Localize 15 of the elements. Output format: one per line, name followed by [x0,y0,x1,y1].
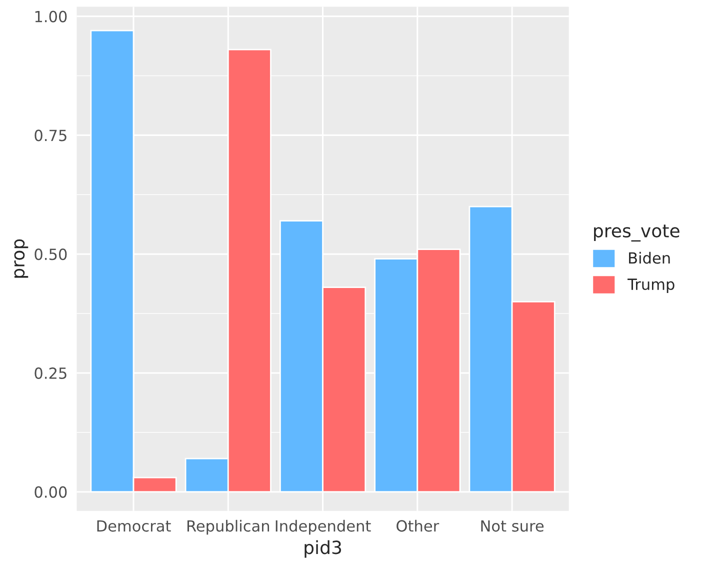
y-tick-label: 1.00 [35,10,67,22]
y-tick-label: 0.50 [34,248,67,260]
y-tick-label: 0.25 [34,367,66,379]
legend-label: Trump [628,278,674,293]
y-axis-title: prop [14,239,28,278]
x-tick-label: Other [396,520,440,532]
y-tick-label: 0.00 [34,486,67,498]
y-tick-label: 0.75 [34,130,66,142]
x-tick-label: Independent [276,520,371,535]
x-tick-label: Democrat [97,520,171,532]
legend-label: Biden [629,252,670,264]
legend-title: pres_vote [594,224,680,242]
x-axis-title: pid3 [304,540,342,558]
x-tick-label: Not sure [481,520,544,532]
x-tick-label: Republican [187,520,270,535]
